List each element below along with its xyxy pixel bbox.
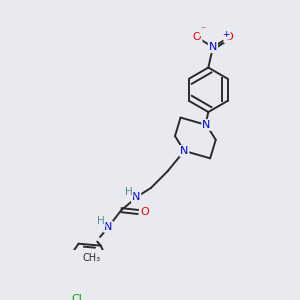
Text: H: H	[97, 216, 105, 226]
Text: Cl: Cl	[72, 294, 83, 300]
Text: O: O	[140, 207, 149, 217]
Text: +: +	[222, 30, 230, 39]
Text: N: N	[132, 192, 140, 202]
Text: O: O	[224, 32, 233, 42]
Text: N: N	[202, 120, 211, 130]
Text: H: H	[125, 187, 133, 196]
Text: CH₃: CH₃	[82, 254, 101, 263]
Text: N: N	[209, 42, 217, 52]
Text: N: N	[104, 222, 112, 232]
Text: O: O	[193, 32, 202, 42]
Text: ⁻: ⁻	[200, 26, 205, 35]
Text: N: N	[180, 146, 188, 156]
